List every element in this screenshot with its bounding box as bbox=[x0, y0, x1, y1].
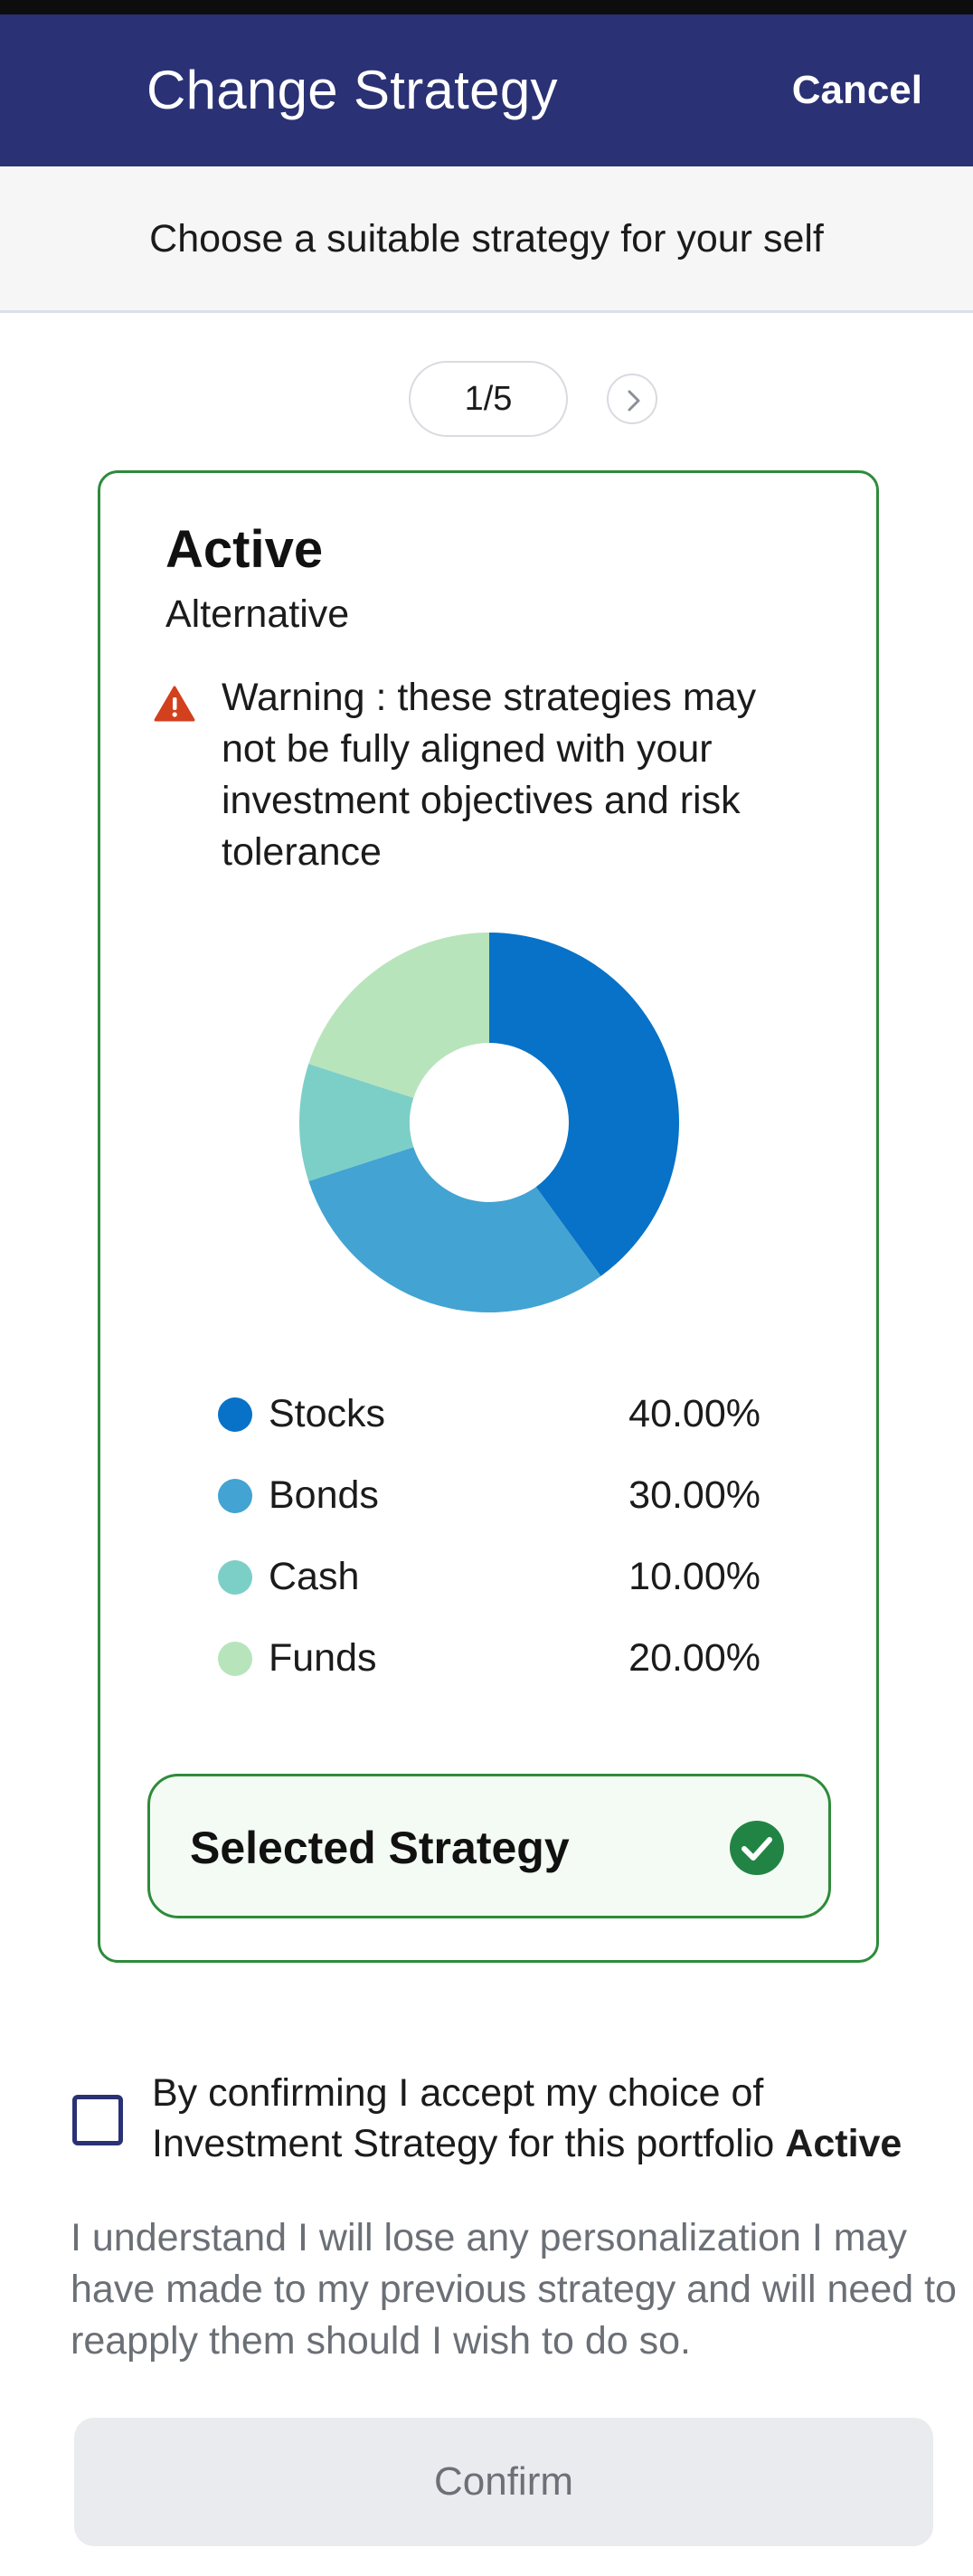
legend-value-bonds: 30.00% bbox=[628, 1473, 760, 1517]
next-strategy-button[interactable] bbox=[607, 374, 657, 424]
allocation-legend: Stocks 40.00% Bonds 30.00% Cash 10.00% Funds 20… bbox=[218, 1378, 760, 1703]
legend-label-bonds: Bonds bbox=[269, 1473, 379, 1517]
legend-value-stocks: 40.00% bbox=[628, 1392, 760, 1435]
donut-slice-bonds bbox=[308, 1147, 601, 1312]
chevron-right-icon bbox=[628, 390, 640, 412]
selected-strategy-indicator[interactable]: Selected Strategy bbox=[147, 1774, 831, 1918]
accept-checkbox[interactable] bbox=[72, 2095, 123, 2145]
page-title: Change Strategy bbox=[146, 60, 558, 120]
legend-row-funds: Funds 20.00% bbox=[218, 1622, 760, 1703]
selected-strategy-label: Selected Strategy bbox=[190, 1823, 570, 1873]
legend-row-bonds: Bonds 30.00% bbox=[218, 1459, 760, 1540]
legend-row-stocks: Stocks 40.00% bbox=[218, 1378, 760, 1459]
accept-statement-strategy: Active bbox=[785, 2122, 902, 2165]
legend-swatch-stocks bbox=[218, 1397, 252, 1432]
check-circle-icon bbox=[730, 1821, 784, 1875]
subheader-text: Choose a suitable strategy for your self bbox=[149, 217, 824, 260]
strategy-card[interactable]: Active Alternative Warning : these strat… bbox=[98, 470, 879, 1963]
donut-slice-stocks bbox=[489, 933, 679, 1276]
page-indicator: 1/5 bbox=[409, 361, 568, 437]
donut-slice-cash bbox=[299, 1064, 414, 1181]
header: Change Strategy Cancel bbox=[0, 14, 973, 166]
legend-label-stocks: Stocks bbox=[269, 1392, 386, 1435]
strategy-subtitle: Alternative bbox=[165, 592, 350, 636]
warning-triangle-icon bbox=[154, 686, 195, 722]
legend-swatch-funds bbox=[218, 1642, 252, 1676]
confirm-button[interactable]: Confirm bbox=[74, 2418, 933, 2546]
allocation-donut-chart bbox=[299, 933, 679, 1312]
legend-value-cash: 10.00% bbox=[628, 1555, 760, 1598]
legend-swatch-cash bbox=[218, 1560, 252, 1595]
legend-label-cash: Cash bbox=[269, 1555, 360, 1598]
accept-statement: By confirming I accept my choice of Inve… bbox=[152, 2068, 930, 2169]
legend-label-funds: Funds bbox=[269, 1636, 377, 1680]
warning-text: Warning : these strategies may not be fu… bbox=[222, 676, 757, 874]
legend-swatch-bonds bbox=[218, 1479, 252, 1513]
legend-row-cash: Cash 10.00% bbox=[218, 1540, 760, 1622]
accept-statement-text: By confirming I accept my choice of Inve… bbox=[152, 2071, 775, 2165]
cancel-button[interactable]: Cancel bbox=[791, 68, 922, 112]
strategy-title: Active bbox=[165, 520, 324, 579]
personalization-notice: I understand I will lose any personaliza… bbox=[71, 2216, 957, 2363]
subheader: Choose a suitable strategy for your self bbox=[0, 166, 973, 313]
status-bar bbox=[0, 0, 973, 14]
donut-slice-funds bbox=[308, 933, 489, 1098]
legend-value-funds: 20.00% bbox=[628, 1636, 760, 1680]
